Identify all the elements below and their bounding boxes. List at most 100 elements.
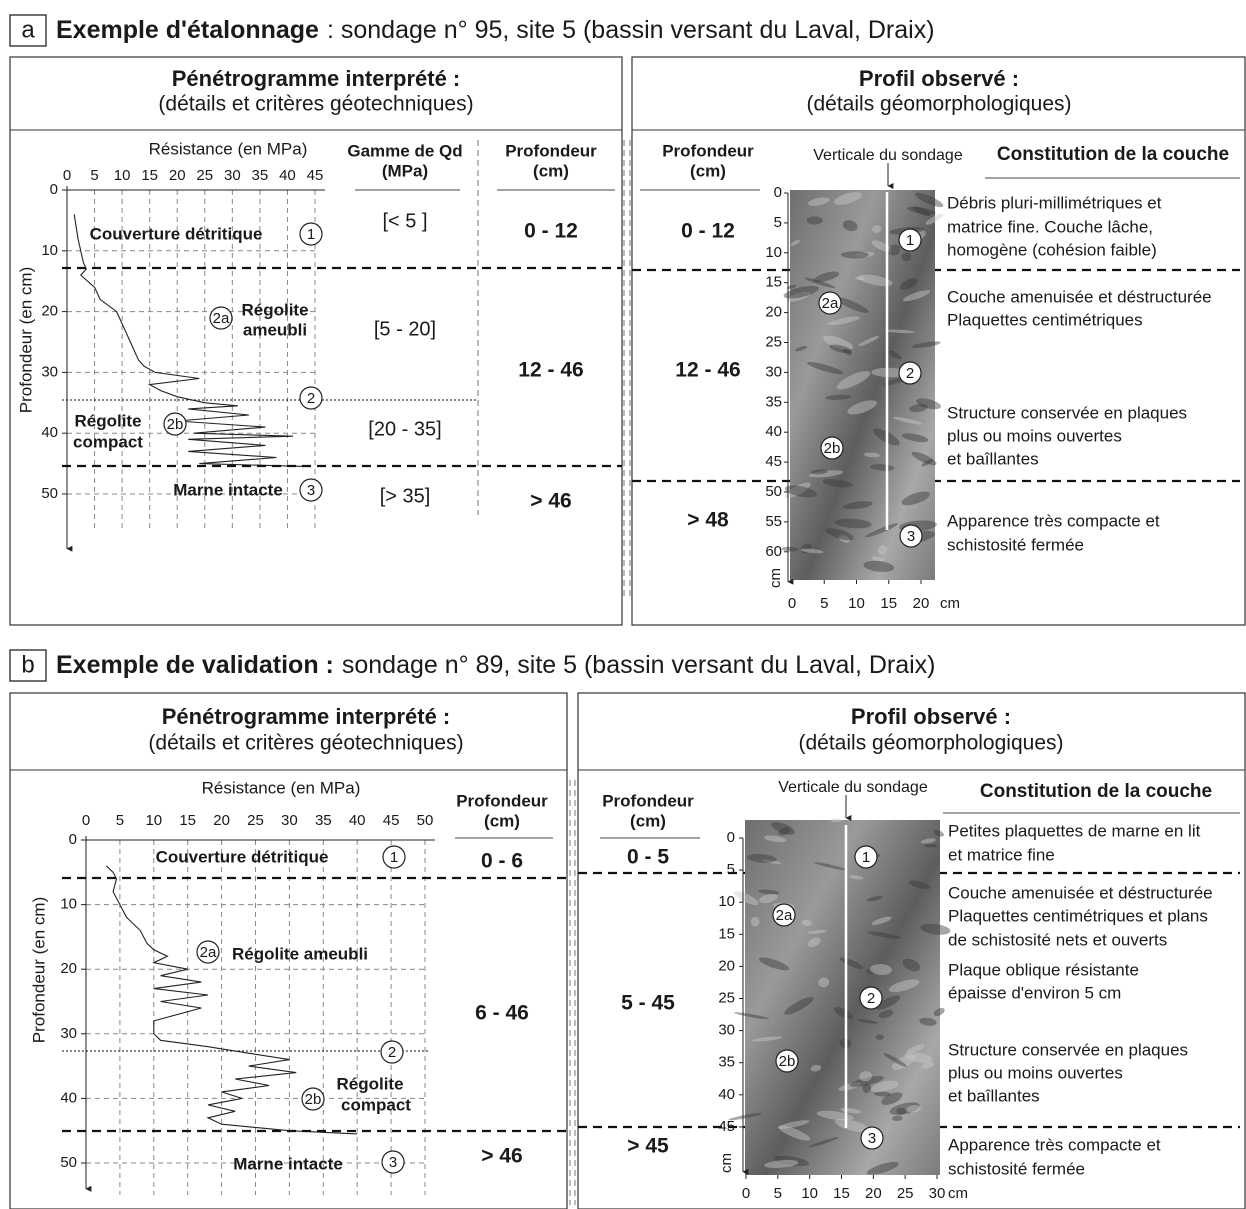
scale-y-label: 15 (718, 925, 735, 942)
layer-description: Structure conservée en plaques (947, 403, 1187, 422)
depth-range: 0 - 6 (481, 850, 523, 873)
layer-description: Couche amenuisée et déstructurée (947, 287, 1212, 306)
layer-description: Petites plaquettes de marne en lit (948, 821, 1201, 840)
scale-y-label: 0 (774, 184, 782, 201)
y-axis-label: Profondeur (en cm) (29, 897, 48, 1043)
scale-y-label: 40 (765, 423, 782, 440)
left-subheading: (détails et critères géotechniques) (148, 732, 463, 755)
layer-description: et matrice fine (948, 845, 1055, 864)
panel-letter: a (21, 16, 35, 43)
x-tick-label: 40 (349, 812, 366, 829)
scale-y-label: 35 (765, 393, 782, 410)
column-header: (cm) (533, 161, 569, 180)
layer-description: Plaquettes centimétriques (947, 310, 1143, 329)
sounding-label: Verticale du sondage (813, 147, 963, 164)
layer-label: Régolite (336, 1074, 403, 1093)
layer-description: Apparence très compacte et (947, 511, 1160, 530)
layer-marker-label: 2b (779, 1053, 796, 1070)
y-tick-label: 20 (41, 303, 58, 320)
column-header: Profondeur (662, 141, 754, 160)
scale-y-label: 0 (727, 829, 735, 846)
right-subheading: (détails géomorphologiques) (807, 93, 1072, 116)
y-tick-label: 10 (60, 896, 77, 913)
scale-y-label: 30 (765, 363, 782, 380)
scale-y-label: 15 (765, 274, 782, 291)
y-tick-label: 20 (60, 960, 77, 977)
layer-description: Débris pluri-millimétriques et (947, 193, 1162, 212)
layer-marker-label: 2b (305, 1091, 322, 1108)
column-header: (cm) (630, 811, 666, 830)
x-tick-label: 0 (63, 167, 71, 184)
panel-title: Exemple de validation :sondage n° 89, si… (56, 651, 936, 679)
layer-marker-label: 3 (907, 528, 915, 545)
layer-description: Couche amenuisée et déstructurée (948, 883, 1213, 902)
layer-description: Plaque oblique résistante (948, 960, 1139, 979)
x-tick-label: 30 (281, 812, 298, 829)
depth-range: > 48 (687, 509, 729, 532)
layer-marker-label: 2a (213, 310, 230, 327)
x-tick-label: 15 (179, 812, 196, 829)
x-tick-label: 20 (213, 812, 230, 829)
scale-y-label: 5 (774, 214, 782, 231)
layer-marker-label: 1 (906, 232, 914, 249)
photo-texture (841, 251, 869, 258)
scale-x-label: 20 (913, 595, 930, 612)
layer-marker-label: 1 (390, 849, 398, 866)
layer-description: homogène (cohésion faible) (947, 240, 1157, 259)
layer-description: et baîllantes (948, 1086, 1040, 1105)
column-header: Profondeur (456, 791, 548, 810)
x-tick-label: 45 (383, 812, 400, 829)
qd-range: [< 5 ] (382, 210, 427, 232)
layer-description: schistosité fermée (948, 1159, 1085, 1178)
layer-description: plus ou moins ouvertes (948, 1063, 1123, 1082)
layer-label: compact (73, 432, 143, 451)
x-tick-label: 20 (169, 167, 186, 184)
x-tick-label: 50 (417, 812, 434, 829)
layer-label: Marne intacte (173, 480, 283, 499)
y-tick-label: 30 (41, 363, 58, 380)
y-tick-label: 0 (50, 181, 58, 198)
scale-y-label: 20 (718, 957, 735, 974)
layer-label: Régolite ameubli (232, 944, 368, 963)
scale-unit: cm (948, 1185, 968, 1202)
x-tick-label: 10 (114, 167, 131, 184)
layer-marker-label: 3 (868, 1130, 876, 1147)
scale-x-label: 15 (880, 595, 897, 612)
layer-marker-label: 2 (388, 1044, 396, 1061)
layer-marker-label: 2b (824, 440, 841, 457)
layer-marker-label: 2a (776, 907, 793, 924)
layer-label: Marne intacte (233, 1154, 343, 1173)
depth-range: > 46 (481, 1145, 522, 1168)
scale-y-label: 45 (765, 453, 782, 470)
layer-marker-label: 2a (200, 944, 217, 961)
sounding-label: Verticale du sondage (778, 779, 928, 796)
layer-label: Couverture détritique (90, 224, 263, 243)
layer-label: Couverture détritique (156, 847, 329, 866)
x-axis-label: Résistance (en MPa) (149, 139, 308, 158)
layer-label: compact (341, 1095, 411, 1114)
scale-x-label: 10 (848, 595, 865, 612)
left-subheading: (détails et critères géotechniques) (158, 93, 473, 116)
x-tick-label: 30 (224, 167, 241, 184)
y-tick-label: 50 (41, 485, 58, 502)
x-tick-label: 0 (82, 812, 90, 829)
layer-label: Régolite (74, 411, 141, 430)
panel-title: Exemple d'étalonnage: sondage n° 95, sit… (56, 16, 935, 44)
panel-title-bold: Exemple de validation : (56, 651, 334, 679)
scale-x-label: 15 (833, 1185, 850, 1202)
depth-range: 0 - 12 (681, 220, 735, 243)
x-tick-label: 15 (141, 167, 158, 184)
constitution-header: Constitution de la couche (980, 781, 1212, 802)
layer-description: Structure conservée en plaques (948, 1040, 1188, 1059)
depth-range: 0 - 5 (627, 846, 669, 869)
left-heading: Pénétrogramme interprété : (172, 66, 461, 91)
scale-y-label: 25 (765, 333, 782, 350)
layer-description: plus ou moins ouvertes (947, 426, 1122, 445)
scale-unit: cm (718, 1153, 735, 1173)
layer-description: Apparence très compacte et (948, 1135, 1161, 1154)
layer-description: matrice fine. Couche lâche, (947, 217, 1153, 236)
scale-x-label: 5 (774, 1185, 782, 1202)
layer-label: Régolite (241, 300, 308, 319)
qd-range: [> 35] (380, 485, 431, 507)
y-tick-label: 10 (41, 242, 58, 259)
